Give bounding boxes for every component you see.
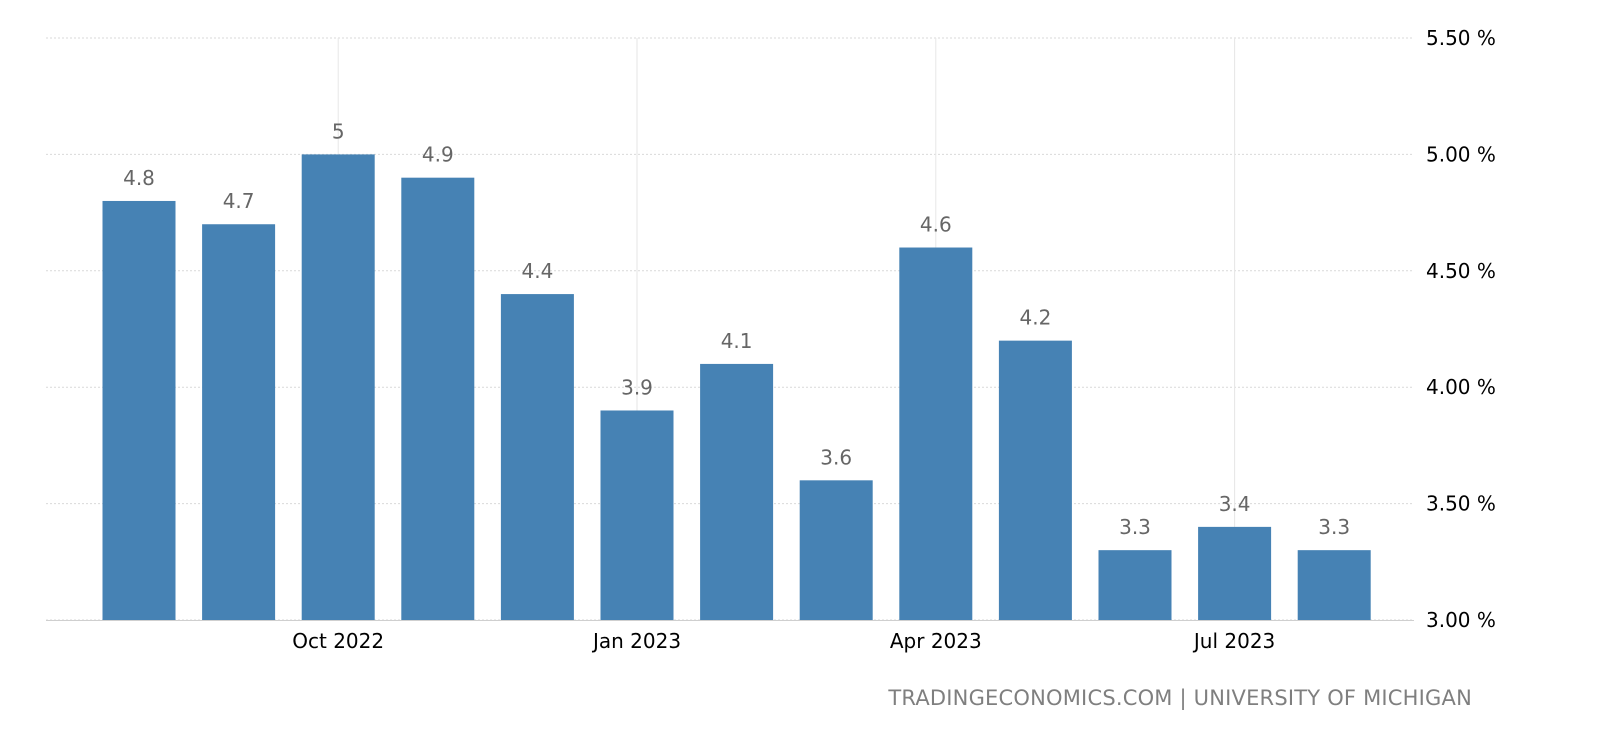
y-tick-label: 4.50 %: [1426, 259, 1496, 283]
data-label: 3.3: [1318, 515, 1350, 539]
bar: [1198, 526, 1272, 620]
data-label: 5: [332, 119, 345, 143]
bar: [1098, 550, 1172, 620]
data-label: 4.7: [223, 189, 255, 213]
y-tick-label: 4.00 %: [1426, 375, 1496, 399]
data-label: 4.2: [1019, 306, 1051, 330]
y-tick-label: 3.00 %: [1426, 608, 1496, 632]
bars: [102, 154, 1371, 621]
x-tick-label: Jan 2023: [591, 629, 681, 653]
y-tick-label: 5.50 %: [1426, 26, 1496, 50]
data-label: 4.6: [920, 213, 952, 237]
bar: [401, 177, 475, 620]
data-label: 3.4: [1219, 492, 1251, 516]
bar: [899, 247, 973, 620]
y-axis-tick-labels: 3.00 % 3.50 % 4.00 % 4.50 % 5.00 % 5.50 %: [1426, 26, 1496, 632]
data-label: 3.6: [820, 445, 852, 469]
data-label: 3.9: [621, 375, 653, 399]
data-label: 4.9: [422, 143, 454, 167]
bar: [799, 480, 873, 620]
bar: [600, 410, 674, 620]
bar: [700, 363, 774, 620]
bar: [1297, 550, 1371, 620]
x-tick-label: Jul 2023: [1192, 629, 1275, 653]
bar: [202, 224, 276, 621]
data-label: 4.4: [521, 259, 553, 283]
source-credit: TRADINGECONOMICS.COM | UNIVERSITY OF MIC…: [888, 686, 1472, 710]
data-label: 4.1: [721, 329, 753, 353]
bar: [102, 200, 176, 620]
bar: [301, 154, 375, 620]
y-tick-label: 5.00 %: [1426, 142, 1496, 166]
data-labels: 4.8 4.7 5 4.9 4.4 3.9 4.1 3.6 4.6 4.2 3.3 3.4 3.3: [123, 119, 1350, 539]
data-label: 4.8: [123, 166, 155, 190]
x-axis-tick-labels: Oct 2022 Jan 2023 Apr 2023 Jul 2023: [292, 629, 1275, 653]
data-label: 3.3: [1119, 515, 1151, 539]
bar: [500, 294, 574, 620]
bar: [998, 340, 1072, 620]
y-tick-label: 3.50 %: [1426, 492, 1496, 516]
x-tick-label: Oct 2022: [292, 629, 384, 653]
x-tick-label: Apr 2023: [890, 629, 982, 653]
